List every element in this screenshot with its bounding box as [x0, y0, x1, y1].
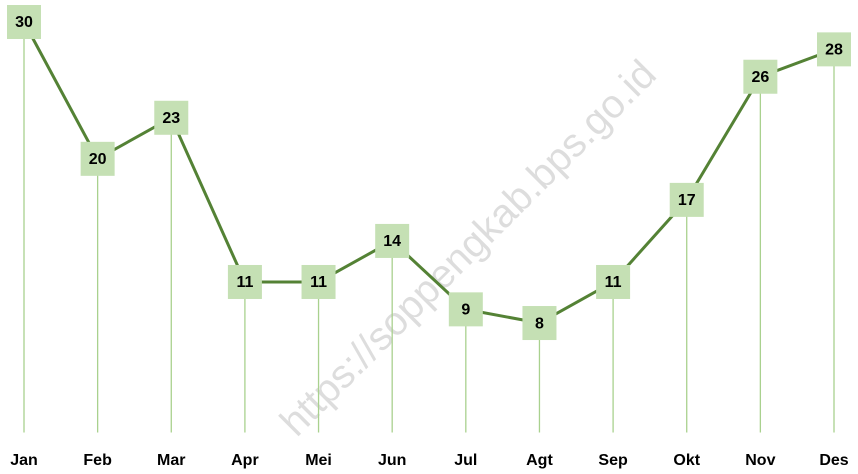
data-label: 8 [535, 315, 544, 332]
x-tick-label: Jun [378, 452, 406, 469]
data-label: 14 [383, 233, 401, 250]
data-label-box [301, 264, 336, 299]
x-tick-label: Mar [157, 452, 185, 469]
data-label-box [669, 182, 704, 217]
data-label: 23 [162, 110, 180, 127]
data-label-box [522, 306, 557, 341]
data-label: 20 [89, 151, 107, 168]
data-label-box [448, 292, 483, 327]
x-tick-label: Jan [10, 452, 38, 469]
data-label-box [817, 32, 851, 67]
x-tick-label: Okt [673, 452, 700, 469]
x-tick-label: Agt [526, 452, 553, 469]
data-label: 30 [15, 14, 33, 31]
data-label-box [596, 264, 631, 299]
data-label: 28 [825, 42, 843, 59]
data-label-box [80, 141, 115, 176]
x-tick-label: Des [819, 452, 848, 469]
data-label-box [227, 264, 262, 299]
data-label: 11 [236, 274, 253, 291]
data-label: 26 [751, 69, 769, 86]
x-tick-label: Feb [83, 452, 112, 469]
x-tick-label: Nov [745, 452, 775, 469]
x-tick-label: Jul [454, 452, 477, 469]
data-label-box [154, 100, 189, 135]
watermark: https://soppengkab.bps.go.id [272, 52, 665, 445]
data-label: 11 [310, 274, 327, 291]
x-tick-label: Sep [598, 452, 628, 469]
x-tick-label: Mei [305, 452, 332, 469]
data-label-box [743, 59, 778, 94]
x-tick-label: Apr [231, 452, 259, 469]
data-label-box [7, 5, 41, 39]
data-label: 11 [605, 274, 622, 291]
data-label: 9 [461, 302, 470, 319]
data-label-box [375, 223, 410, 258]
data-label: 17 [678, 192, 696, 209]
